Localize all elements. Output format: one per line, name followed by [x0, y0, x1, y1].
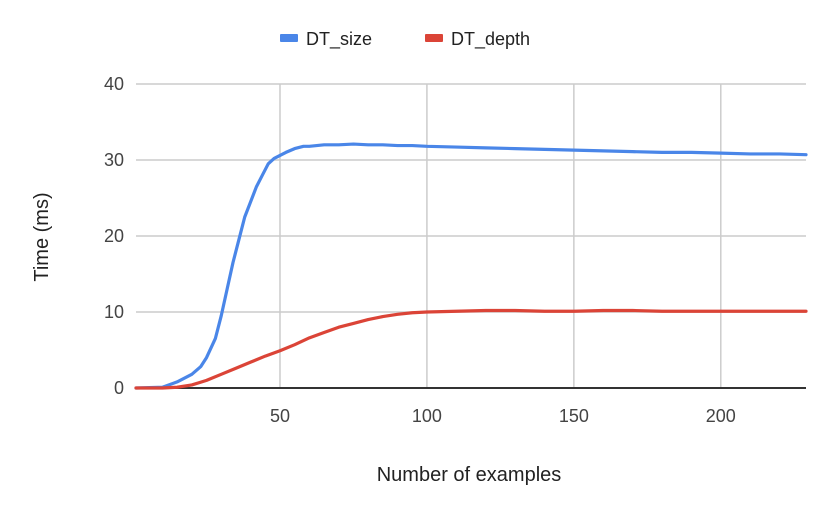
y-tick-label: 20: [104, 226, 124, 246]
legend-label-dt-size: DT_size: [306, 29, 372, 50]
legend-label-dt-depth: DT_depth: [451, 29, 530, 50]
x-tick-label: 150: [559, 406, 589, 426]
series-line-dt-size: [134, 142, 808, 390]
grid-layer: [136, 83, 806, 388]
axis-layer: 0 10 20 30 40 50 100 150 200: [104, 74, 806, 426]
y-axis-title: Time (ms): [31, 192, 53, 281]
x-tick-label: 100: [412, 406, 442, 426]
y-tick-label: 0: [114, 378, 124, 398]
series-layer: [134, 142, 808, 390]
y-tick-label: 40: [104, 74, 124, 94]
x-axis-title: Number of examples: [377, 464, 562, 486]
legend-swatch-dt-size: [280, 34, 298, 42]
legend-item-dt-size: DT_size: [280, 29, 372, 50]
y-tick-label: 30: [104, 150, 124, 170]
series-line-dt-depth: [134, 308, 808, 390]
y-tick-label: 10: [104, 302, 124, 322]
x-tick-label: 50: [270, 406, 290, 426]
legend-swatch-dt-depth: [425, 34, 443, 42]
x-tick-label: 200: [706, 406, 736, 426]
legend-item-dt-depth: DT_depth: [425, 29, 530, 50]
legend: DT_size DT_depth: [280, 29, 530, 50]
